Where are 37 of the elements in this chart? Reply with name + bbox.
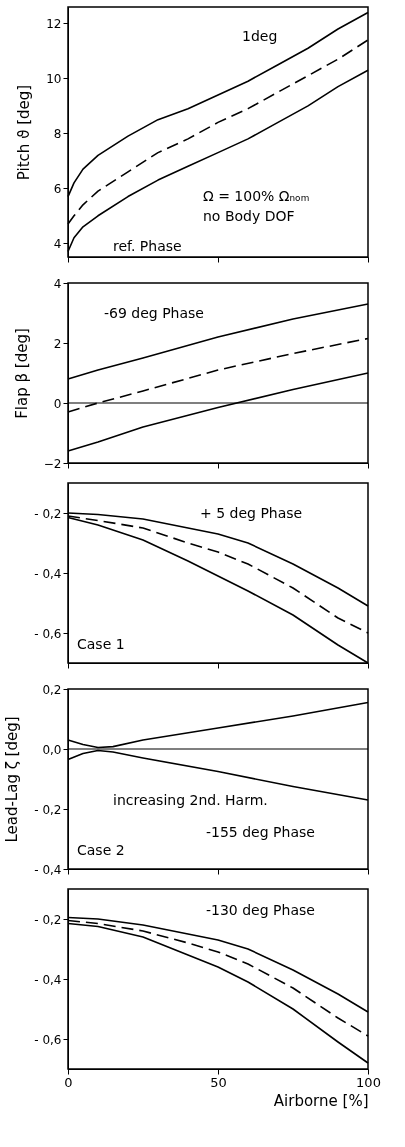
y-axis-title: Flap β [deg] [12,328,31,419]
y-axis-title: Pitch ϑ [deg] [15,84,34,181]
annotation: -69 deg Phase [104,304,204,321]
y-tick-label: - 0,6 [34,626,62,641]
x-tick-label: 50 [210,1074,227,1090]
y-tick-label: 6 [53,181,62,196]
y-tick-label: - 0,4 [34,862,62,877]
y-tick-label: - 0,2 [34,506,62,521]
annotation: + 5 deg Phase [200,504,303,521]
annotation: Case 2 [77,842,125,858]
y-tick-label: −2 [43,456,62,471]
annotation: -130 deg Phase [206,901,315,918]
y-tick-label: 0,2 [42,682,62,697]
annotation: increasing 2nd. Harm. [113,791,268,808]
y-tick-label: 8 [53,126,62,141]
x-axis-title: Airborne [%] [273,1091,369,1110]
y-tick-label: - 0,6 [34,1032,62,1047]
annotation: -155 deg Phase [206,824,315,840]
annotation: Case 1 [77,636,125,652]
y-tick-label: 10 [46,71,62,86]
annotation: no Body DOF [203,208,295,224]
y-tick-label: 0 [53,396,62,411]
x-tick-label: 0 [64,1074,73,1090]
x-tick-label: 100 [356,1074,381,1090]
y-tick-label: 2 [53,336,62,351]
y-tick-label: 0,0 [42,742,62,757]
annotation: 1deg [242,28,278,44]
y-tick-label: 12 [46,16,62,31]
y-tick-label: 4 [53,276,62,291]
y-tick-label: - 0,4 [34,972,62,987]
y-tick-label: - 0,2 [34,912,62,927]
y-tick-label: - 0,2 [34,802,62,817]
annotation: ref. Phase [113,238,182,254]
y-tick-label: 4 [53,236,62,251]
y-tick-label: - 0,4 [34,566,62,581]
annotation: Ω = 100% Ωₙₒₘ [203,188,310,204]
y-axis-title: Lead-Lag ζ [deg] [3,716,22,843]
